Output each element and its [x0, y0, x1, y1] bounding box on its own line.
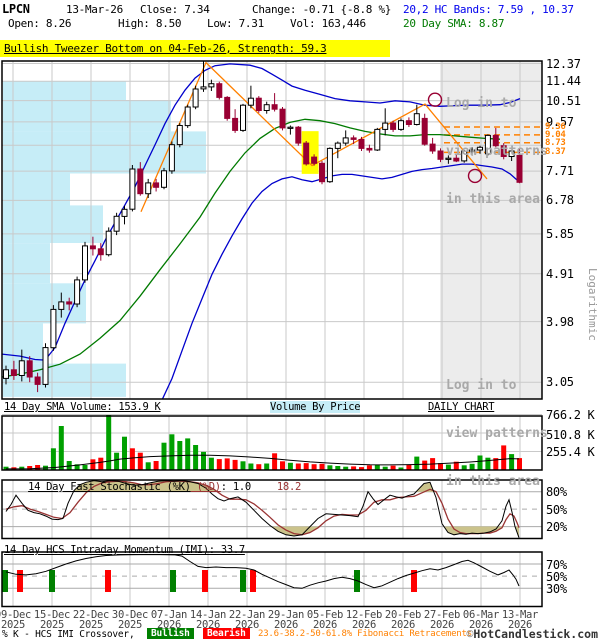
x-axis-date: 05-Feb: [306, 609, 344, 621]
x-axis-year: 2026: [273, 619, 299, 631]
login-line: Log in to: [446, 378, 517, 393]
stochastic-d-value: 18.2: [276, 481, 301, 493]
x-axis-date: 09-Dec: [0, 609, 32, 621]
x-axis-date: 22-Jan: [228, 609, 266, 621]
x-axis-date: 29-Jan: [267, 609, 305, 621]
x-axis-date: 27-Feb: [423, 609, 461, 621]
price-axis-label: 11.44: [546, 74, 581, 89]
footer-bullish-badge: Bullish: [147, 628, 194, 639]
daily-chart-label: DAILY CHART: [428, 401, 495, 413]
x-axis-year: 2025: [117, 619, 143, 631]
footer-fibonacci-label: 23.6-38.2-50-61.8% Fibonacci Retracement…: [258, 629, 472, 639]
price-axis-label: 5.85: [546, 226, 574, 241]
x-axis-date: 14-Jan: [189, 609, 227, 621]
price-axis-label: 7.71: [546, 164, 574, 179]
quote-change: Change: -0.71 {-8.8 %}: [252, 3, 392, 16]
price-axis-label: 6.78: [546, 193, 574, 208]
login-line: in this area: [446, 474, 540, 489]
stochastic-panel-title: 14 Day Fast Stochastic (%K) (%D): 1.0 18.…: [4, 469, 301, 505]
quote-volume: Vol: 163,446: [290, 17, 366, 30]
imi-axis-label: 70%: [546, 557, 567, 572]
footer-bearish-badge: Bearish: [203, 628, 250, 639]
fibonacci-level-label: 9.04: [545, 129, 566, 140]
x-axis-year: 2026: [507, 619, 533, 631]
login-line: view patterns: [446, 426, 548, 441]
x-axis-year: 2026: [429, 619, 455, 631]
volume-panel-title: 14 Day SMA Volume: 153.9 K: [4, 401, 161, 413]
fibonacci-level-label: 8.73: [545, 137, 566, 148]
footer-crossover-label: % K - HCS IMI Crossover,: [2, 629, 135, 640]
stochastic-k-label: 14 Day Fast Stochastic (%K): [28, 481, 191, 493]
quote-high: High: 8.50: [118, 17, 182, 30]
quote-date: 13-Mar-26: [66, 3, 123, 16]
login-line: view patterns: [446, 144, 548, 159]
volume-axis-label: 255.4 K: [546, 445, 595, 459]
x-axis-year: 2025: [0, 619, 26, 631]
x-axis-date: 12-Feb: [345, 609, 383, 621]
login-overlay-top[interactable]: Log in to view patterns in this area: [446, 64, 548, 240]
x-axis-year: 2026: [468, 619, 494, 631]
sma-value: 20 Day SMA: 8.87: [403, 17, 505, 30]
x-axis-date: 15-Dec: [33, 609, 71, 621]
price-axis-label: 3.05: [546, 375, 574, 390]
x-axis-year: 2025: [39, 619, 65, 631]
price-axis-label: 4.91: [546, 266, 574, 281]
price-axis-label: 3.98: [546, 314, 574, 329]
volume-by-price-label: Volume By Price: [270, 401, 361, 413]
copyright-link[interactable]: ©HotCandlestick.com: [466, 627, 598, 640]
x-axis-date: 20-Feb: [384, 609, 422, 621]
stochastic-k-value: : 1.0: [220, 481, 251, 493]
price-axis-label: 10.51: [546, 93, 581, 108]
hc-bands-value: 20,2 HC Bands: 7.59 , 10.37: [403, 3, 574, 16]
price-axis-label: 9.57: [546, 114, 574, 129]
quote-close: Close: 7.34: [140, 3, 210, 16]
price-axis-label: 12.37: [546, 56, 581, 71]
fibonacci-level-label: 9.36: [545, 121, 566, 132]
x-axis-date: 07-Jan: [150, 609, 188, 621]
pattern-banner[interactable]: Bullish Tweezer Bottom on 04-Feb-26, Str…: [0, 40, 390, 57]
x-axis-year: 2025: [78, 619, 104, 631]
copyright-symbol: ©: [466, 627, 474, 640]
login-line: Log in to: [446, 96, 517, 111]
fibonacci-level-label: 8.37: [545, 147, 566, 158]
stochastic-axis-label: 80%: [546, 485, 567, 499]
x-axis-year: 2026: [390, 619, 416, 631]
imi-axis-label: 50%: [546, 569, 567, 584]
stochastic-axis-label: 20%: [546, 520, 567, 534]
x-axis-date: 06-Mar: [462, 609, 500, 621]
imi-panel-title: 14 Day HCS Intraday Momentum (IMI): 33.7: [4, 544, 245, 556]
pattern-banner-text: Bullish Tweezer Bottom on 04-Feb-26, Str…: [4, 42, 327, 55]
x-axis-year: 2026: [351, 619, 377, 631]
stochastic-axis-label: 50%: [546, 502, 567, 517]
imi-axis-label: 30%: [546, 581, 567, 596]
stochastic-d-label: (%D): [190, 481, 221, 493]
x-axis-date: 30-Dec: [111, 609, 149, 621]
ticker-symbol: LPCN: [2, 2, 30, 16]
login-line: in this area: [446, 192, 540, 207]
scale-label: Logarithmic: [586, 268, 599, 341]
x-axis-date: 13-Mar: [501, 609, 539, 621]
x-axis-date: 22-Dec: [72, 609, 110, 621]
volume-axis-label: 766.2 K: [546, 408, 595, 422]
x-axis-year: 2026: [312, 619, 338, 631]
quote-open: Open: 8.26: [8, 17, 72, 30]
quote-low: Low: 7.31: [207, 17, 264, 30]
volume-axis-label: 510.8 K: [546, 427, 595, 442]
login-overlay-bottom[interactable]: Log in to view patterns in this area: [446, 346, 548, 522]
copyright-text: HotCandlestick.com: [473, 627, 598, 640]
